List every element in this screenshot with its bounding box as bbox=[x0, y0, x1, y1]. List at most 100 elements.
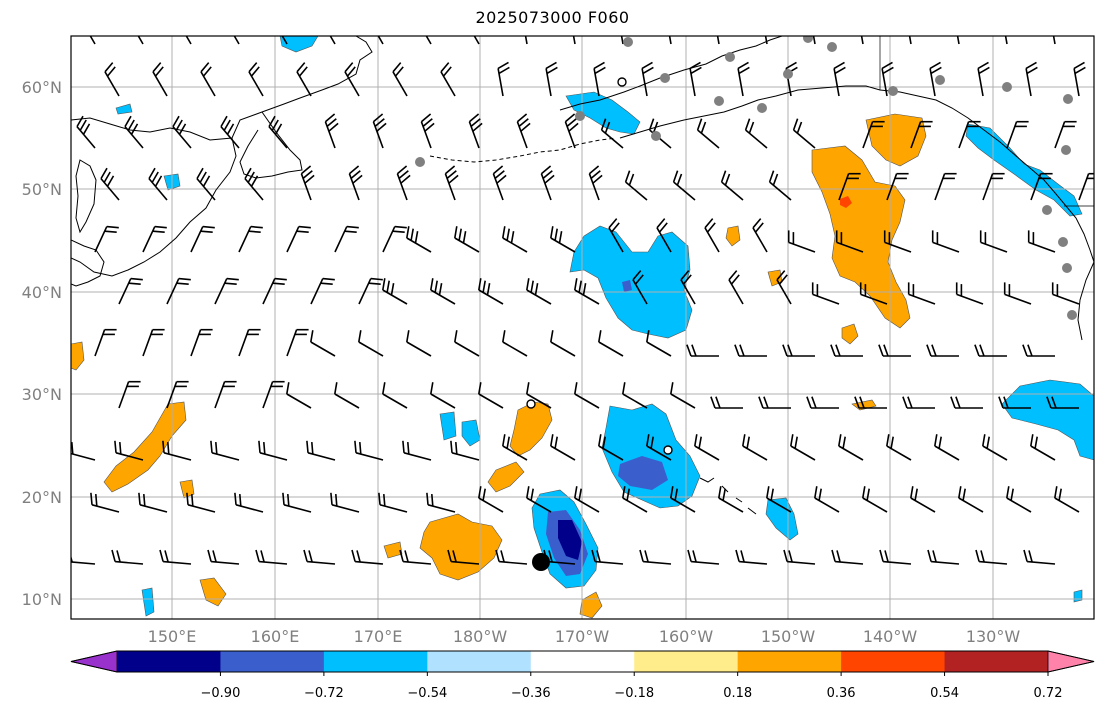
wind-barb bbox=[1052, 36, 1056, 45]
positive-anomaly-patch-west-5 bbox=[199, 577, 227, 607]
wind-barb bbox=[329, 36, 336, 45]
station-marker bbox=[660, 73, 670, 83]
wind-barb bbox=[783, 549, 816, 565]
coastline-sakhalin bbox=[75, 159, 97, 234]
wind-barb bbox=[742, 434, 768, 461]
wind-barb bbox=[71, 442, 96, 461]
latitude-label: 30°N bbox=[22, 385, 62, 404]
wind-barb bbox=[833, 61, 846, 97]
wind-barb bbox=[396, 165, 411, 201]
wind-barb bbox=[728, 270, 744, 305]
latitude-label: 50°N bbox=[22, 180, 62, 199]
wind-barb bbox=[737, 61, 750, 97]
wind-barb bbox=[430, 278, 456, 305]
coastline-kamchatka bbox=[239, 111, 303, 179]
wind-barb bbox=[502, 330, 528, 357]
wind-barb bbox=[593, 61, 606, 97]
negative-anomaly-patch-central-dark bbox=[618, 456, 668, 490]
wind-barb bbox=[934, 434, 960, 461]
colorbar-tick-label: −0.54 bbox=[407, 686, 447, 701]
wind-barb bbox=[881, 61, 894, 97]
station-marker bbox=[827, 42, 837, 52]
positive-anomaly-patch-subtropics-1 bbox=[509, 401, 553, 457]
station-marker bbox=[783, 69, 793, 79]
shaded-field-layer bbox=[71, 36, 1094, 619]
wind-barb bbox=[402, 440, 432, 461]
wind-barb bbox=[958, 486, 984, 513]
wind-barb bbox=[1030, 172, 1053, 201]
colorbar-tick-label: 0.54 bbox=[930, 686, 959, 701]
wind-barb bbox=[982, 434, 1008, 461]
longitude-label: 170°W bbox=[555, 627, 610, 646]
wind-barb bbox=[1054, 486, 1080, 513]
wind-barb bbox=[694, 434, 720, 461]
wind-barb bbox=[956, 36, 960, 45]
station-marker bbox=[1061, 145, 1071, 155]
wind-barb bbox=[831, 549, 864, 565]
wind-barb bbox=[862, 120, 885, 149]
wind-barb bbox=[90, 492, 120, 513]
wind-barb bbox=[495, 549, 528, 565]
station-marker bbox=[1042, 205, 1052, 215]
wind-barb bbox=[862, 486, 888, 513]
wind-barb bbox=[392, 62, 408, 97]
positive-anomaly-patch-gulf-of-alaska bbox=[811, 145, 911, 329]
negative-anomaly-patch-small-4 bbox=[115, 103, 133, 115]
wind-barb bbox=[752, 218, 768, 253]
wind-barb bbox=[704, 218, 720, 253]
wind-barb bbox=[720, 170, 744, 201]
wind-barb bbox=[262, 277, 287, 305]
wind-barb bbox=[406, 330, 432, 357]
negative-anomaly-patch-small-6 bbox=[1073, 589, 1083, 603]
wind-barb bbox=[344, 62, 360, 97]
wind-barb bbox=[214, 277, 239, 305]
wind-barb bbox=[118, 380, 141, 409]
coastline-japan bbox=[71, 239, 105, 287]
wind-barb bbox=[377, 36, 384, 45]
wind-barb bbox=[296, 62, 312, 97]
wind-barb bbox=[886, 434, 912, 461]
wind-barb bbox=[879, 549, 912, 565]
station-marker bbox=[714, 96, 724, 106]
positive-anomaly-patch-subtropics-2 bbox=[487, 461, 525, 493]
wind-barb bbox=[672, 170, 696, 201]
wind-barb bbox=[782, 344, 815, 357]
wind-barb bbox=[860, 36, 864, 45]
wind-barb bbox=[550, 226, 576, 253]
wind-barb bbox=[646, 434, 672, 461]
wind-barb bbox=[598, 434, 624, 461]
wind-barb bbox=[382, 225, 407, 253]
wind-barb bbox=[492, 165, 507, 201]
wind-barb bbox=[1051, 282, 1080, 305]
coastline-alaska bbox=[559, 36, 783, 111]
negative-anomaly-patch-small-2 bbox=[461, 419, 481, 447]
wind-barb bbox=[268, 115, 288, 149]
wind-barb bbox=[902, 396, 935, 409]
wind-barb bbox=[830, 344, 863, 357]
station-marker bbox=[935, 75, 945, 85]
colorbar-tick-label: 0.72 bbox=[1034, 686, 1063, 701]
wind-barb bbox=[138, 492, 168, 513]
station-marker bbox=[757, 103, 767, 113]
wind-barb bbox=[574, 278, 600, 305]
wind-barb bbox=[680, 270, 696, 305]
negative-anomaly-patch-small-1 bbox=[439, 411, 457, 441]
wind-barb bbox=[931, 230, 960, 253]
wind-barb bbox=[600, 118, 624, 149]
wind-barb bbox=[979, 230, 1008, 253]
wind-barb bbox=[234, 492, 264, 513]
wind-barb bbox=[927, 549, 960, 565]
colorbar-segment bbox=[841, 651, 946, 672]
wind-barb bbox=[142, 225, 167, 253]
wind-barb bbox=[324, 113, 339, 149]
latitude-label: 40°N bbox=[22, 283, 62, 302]
wind-barb bbox=[425, 36, 432, 45]
wind-barb bbox=[624, 170, 648, 201]
wind-barb bbox=[588, 165, 603, 201]
positive-anomaly-patch-small-1 bbox=[841, 323, 859, 345]
wind-barb bbox=[574, 382, 600, 409]
wind-barb bbox=[668, 36, 672, 45]
wind-barb bbox=[354, 440, 384, 461]
wind-barb bbox=[776, 270, 792, 305]
